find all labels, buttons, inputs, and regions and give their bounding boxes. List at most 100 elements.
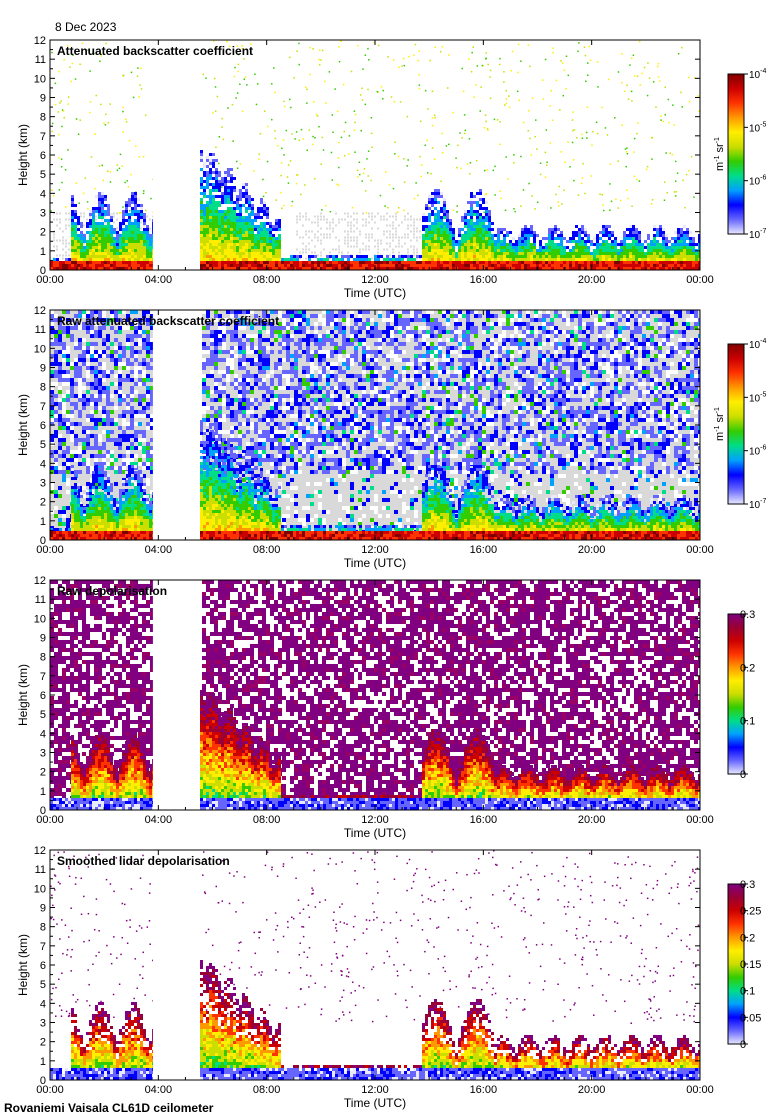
y-tick-label: 12 (34, 575, 46, 587)
x-axis-label: Time (UTC) (344, 826, 406, 840)
y-tick-label: 7 (40, 941, 46, 953)
date-label: 8 Dec 2023 (55, 20, 116, 34)
signal-layer (50, 960, 700, 1080)
panel-1: Attenuated backscatter coefficient012345… (16, 35, 766, 300)
x-tick-label: 12:00 (361, 814, 389, 826)
x-tick-label: 00:00 (36, 274, 64, 286)
x-tick-label: 04:00 (145, 814, 173, 826)
x-tick-label: 00:00 (36, 544, 64, 556)
y-tick-label: 4 (40, 188, 46, 200)
colorbar-tick-label: 0.3 (740, 879, 755, 891)
y-tick-label: 8 (40, 922, 46, 934)
y-tick-label: 12 (34, 35, 46, 47)
data-gap (152, 310, 199, 540)
y-axis-label: Height (km) (16, 124, 30, 186)
y-tick-label: 2 (40, 1037, 46, 1049)
y-tick-label: 6 (40, 150, 46, 162)
y-tick-label: 2 (40, 767, 46, 779)
y-tick-label: 8 (40, 652, 46, 664)
colorbar-tick-label: 0.2 (740, 662, 755, 674)
y-tick-label: 9 (40, 363, 46, 375)
colorbar-tick-label: 0 (740, 769, 746, 781)
y-tick-label: 1 (40, 246, 46, 258)
y-tick-label: 5 (40, 439, 46, 451)
x-axis-label: Time (UTC) (344, 1096, 406, 1110)
heatmap-field (50, 310, 700, 540)
y-tick-label: 10 (34, 343, 46, 355)
y-tick-label: 9 (40, 903, 46, 915)
y-tick-label: 12 (34, 845, 46, 857)
colorbar-unit-label: m-1 sr-1 (714, 407, 726, 441)
colorbar-unit-label: m-1 sr-1 (714, 137, 726, 171)
colorbar-tick-label: 0.05 (740, 1012, 761, 1024)
y-tick-label: 8 (40, 382, 46, 394)
x-tick-label: 00:00 (686, 544, 714, 556)
y-tick-label: 6 (40, 690, 46, 702)
heatmap-field (50, 40, 700, 270)
y-tick-label: 11 (35, 864, 46, 876)
x-tick-label: 08:00 (253, 274, 281, 286)
x-tick-label: 00:00 (36, 814, 64, 826)
y-tick-label: 11 (35, 594, 46, 606)
y-tick-label: 6 (40, 960, 46, 972)
y-tick-label: 10 (34, 613, 46, 625)
speckle-layer (50, 40, 700, 214)
colorbar-tick-label: 10-7 (749, 498, 766, 511)
colorbar-tick-label: 10-7 (749, 228, 766, 241)
colorbar-tick-label: 10-5 (749, 391, 766, 404)
signal-layer (50, 150, 700, 270)
colorbar-tick-label: 0 (740, 1039, 746, 1051)
colorbar (727, 73, 745, 235)
data-gap (152, 40, 199, 270)
site-label: Rovaniemi Vaisala CL61D ceilometer (4, 1101, 213, 1115)
x-tick-label: 20:00 (578, 1084, 606, 1096)
y-tick-label: 3 (40, 1018, 46, 1030)
y-axis-label: Height (km) (16, 934, 30, 996)
y-tick-label: 0 (40, 265, 46, 277)
colorbar-tick-label: 10-6 (749, 445, 766, 458)
panel-2: Raw attenuated backscatter coefficient 0 1… (16, 305, 766, 570)
colorbar (727, 613, 745, 775)
noise-layer (50, 580, 700, 810)
y-tick-label: 7 (40, 401, 46, 413)
x-tick-label: 12:00 (361, 544, 389, 556)
y-tick-label: 4 (40, 458, 46, 470)
x-tick-label: 00:00 (686, 814, 714, 826)
y-tick-label: 1 (40, 1056, 46, 1068)
x-tick-label: 16:00 (470, 544, 498, 556)
noise-layer (50, 310, 700, 540)
heatmap-field (50, 850, 700, 1080)
x-tick-label: 20:00 (578, 544, 606, 556)
y-tick-label: 0 (40, 805, 46, 817)
panel-4: Smoothed lidar depolarisation01234567891… (16, 845, 761, 1110)
x-tick-label: 08:00 (253, 544, 281, 556)
signal-layer (50, 420, 700, 540)
y-tick-label: 3 (40, 208, 46, 220)
y-tick-label: 10 (34, 883, 46, 895)
y-axis-label: Height (km) (16, 664, 30, 726)
y-tick-label: 4 (40, 998, 46, 1010)
x-tick-label: 20:00 (578, 274, 606, 286)
y-tick-label: 2 (40, 227, 46, 239)
y-tick-label: 10 (34, 73, 46, 85)
y-tick-label: 1 (40, 516, 46, 528)
y-tick-label: 0 (40, 1075, 46, 1087)
speckle-layer (50, 850, 700, 1024)
colorbar-tick-label: 0.1 (740, 716, 755, 728)
colorbar-tick-label: 0.3 (740, 609, 755, 621)
y-tick-label: 5 (40, 979, 46, 991)
x-tick-label: 08:00 (253, 1084, 281, 1096)
y-tick-label: 1 (40, 786, 46, 798)
colorbar-tick-label: 10-4 (749, 68, 766, 81)
y-tick-label: 3 (40, 478, 46, 490)
panel-title: Smoothed lidar depolarisation (57, 854, 230, 868)
y-axis-label: Height (km) (16, 394, 30, 456)
y-tick-label: 3 (40, 748, 46, 760)
colorbar-tick-label: 0.15 (740, 959, 761, 971)
x-tick-label: 00:00 (686, 1084, 714, 1096)
y-tick-label: 2 (40, 497, 46, 509)
colorbar-tick-label: 10-5 (749, 121, 766, 134)
